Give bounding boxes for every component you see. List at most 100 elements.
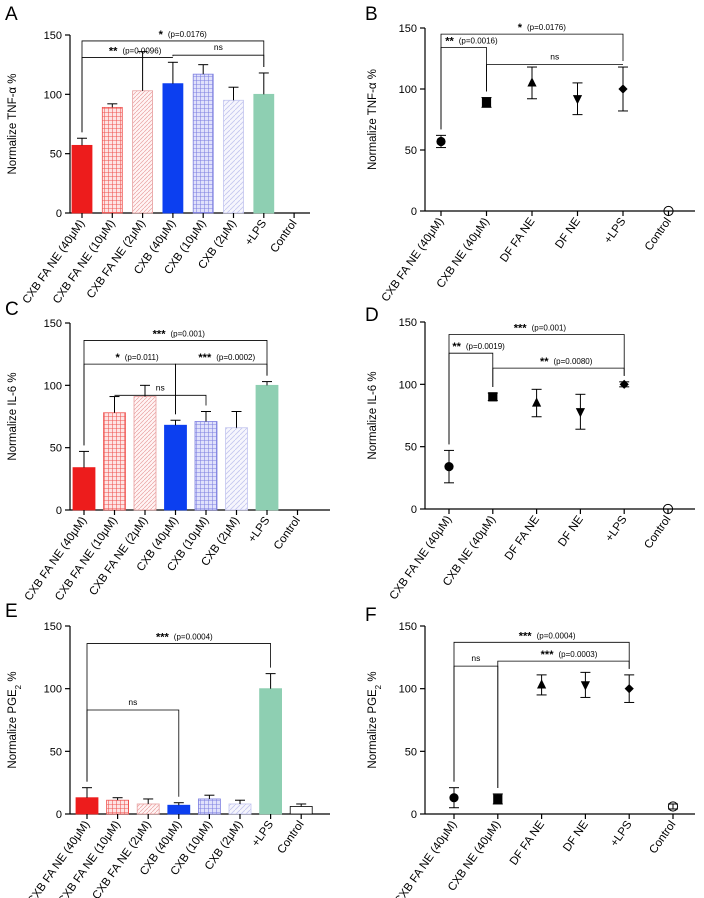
marker-triangle [537,679,547,689]
bar [197,798,221,815]
panel-letter: D [365,305,379,326]
ns-label: ns [156,382,165,392]
marker-square [493,794,503,804]
marker-triangle-down [572,95,583,105]
significance-bracket [448,352,494,445]
p-value: (p=0.001) [171,329,206,338]
significance-stars: *** [153,328,167,340]
marker-circle [444,462,454,472]
panel-letter: E [5,601,18,622]
marker-square [481,97,492,108]
panel-letter: C [5,299,19,320]
x-tick-label: Control [647,819,678,856]
y-tick-label: 0 [411,809,417,821]
significance-stars: *** [514,322,528,334]
marker-triangle [527,77,537,87]
bar [72,467,96,511]
x-tick-label: DF FA NE [508,819,547,868]
p-value: (p=0.0176) [168,30,207,39]
p-value: (p=0.0003) [559,650,598,659]
y-axis-label: Normalize PGE2 % [7,671,23,768]
x-tick-label: +LPS [243,218,269,248]
marker-circle [449,793,459,803]
bar [103,412,126,511]
p-value: (p=0.0096) [122,47,161,56]
x-tick-label: Control [272,515,303,552]
panel-e: E 0 50 100 150 Normalize PGE2 % CXB FA NE (40μ… [5,601,330,898]
ns-label: ns [471,653,480,663]
significance-bracket [440,47,487,130]
x-tick-label: Control [643,216,674,253]
x-tick-label: CXB FA NE (40μM) [388,514,455,602]
bar [75,797,99,815]
p-value: (p=0.0080) [554,357,593,366]
p-value: (p=0.001) [532,323,567,332]
significance-stars: * [115,352,120,364]
x-tick-label: Control [642,514,673,551]
significance-stars: * [159,29,164,41]
y-tick-label: 100 [44,380,62,392]
significance-stars: ** [109,46,118,58]
y-tick-label: 50 [405,442,417,454]
x-tick-label: +LPS [250,819,276,849]
y-tick-label: 0 [411,504,417,516]
significance-bracket [453,641,630,782]
bar [253,93,275,214]
y-tick-label: 100 [399,84,417,96]
y-tick-label: 150 [44,621,62,633]
significance-stars: *** [156,632,170,644]
significance-bracket [497,660,630,788]
x-tick-label: +LPS [602,216,628,246]
bar [106,799,129,815]
significance-bracket [175,363,268,415]
marker-triangle-down [575,408,585,418]
x-tick-label: DF FA NE [503,514,542,563]
significance-bracket [81,57,173,133]
x-tick-label: +LPS [609,819,635,849]
significance-stars: *** [541,649,555,661]
p-value: (p=0.0019) [466,342,505,351]
y-axis-label: Normalize IL-6 % [7,372,19,460]
x-tick-label: +LPS [246,515,272,545]
y-axis-label-sub: 2 [374,684,383,689]
p-value: (p=0.0176) [527,23,566,32]
x-tick-label: Control [276,819,307,856]
bar [255,384,279,511]
bar [132,90,154,214]
bar [162,83,184,214]
panel-letter: B [365,4,378,25]
significance-stars: *** [198,352,212,364]
significance-stars: ** [540,356,549,368]
bar [136,803,160,815]
y-tick-label: 150 [399,23,417,35]
y-tick-label: 0 [56,505,62,517]
bar [164,424,187,511]
bar [225,427,248,511]
bar [194,421,218,511]
significance-bracket [492,367,625,388]
x-tick-label: DF NE [561,819,591,854]
y-axis-label: Normalize TNF-α % [367,69,379,170]
y-tick-label: 50 [50,746,62,758]
significance-bracket [114,394,207,406]
significance-stars: *** [519,630,533,642]
bar [228,803,252,815]
bar [71,144,93,214]
y-tick-label: 100 [44,684,62,696]
p-value: (p=0.0004) [537,631,576,640]
y-axis-label: Normalize TNF-α % [7,73,19,174]
significance-bracket [83,363,176,446]
bar [101,106,123,214]
marker-diamond [624,684,634,694]
marker-triangle [532,397,542,407]
p-value: (p=0.0002) [216,353,255,362]
significance-stars: * [518,22,523,34]
significance-bracket [486,64,623,92]
marker-open-circle [667,801,679,812]
significance-bracket [453,665,499,788]
significance-bracket [172,54,265,67]
bar [192,73,214,214]
